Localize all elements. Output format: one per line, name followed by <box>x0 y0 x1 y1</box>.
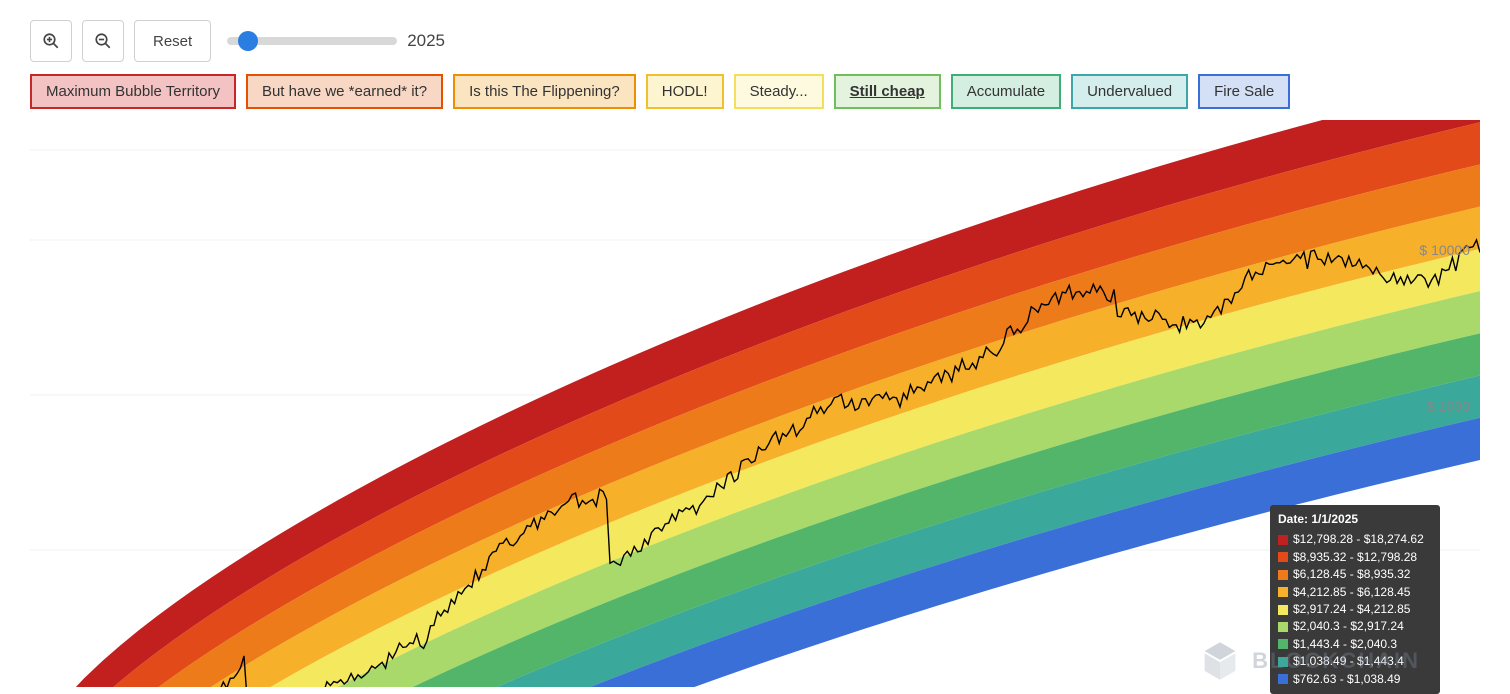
zoom-in-button[interactable] <box>30 20 72 62</box>
legend-item-4[interactable]: Steady... <box>734 74 824 109</box>
tooltip-title: Date: 1/1/2025 <box>1278 511 1432 528</box>
tooltip-row-4: $2,917.24 - $4,212.85 <box>1278 601 1432 618</box>
legend-item-0[interactable]: Maximum Bubble Territory <box>30 74 236 109</box>
tooltip-row-5: $2,040.3 - $2,917.24 <box>1278 618 1432 635</box>
year-slider-thumb[interactable] <box>238 31 258 51</box>
year-slider-wrap: 2025 <box>227 31 445 51</box>
tooltip-row-0: $12,798.28 - $18,274.62 <box>1278 531 1432 548</box>
tooltip-range: $12,798.28 - $18,274.62 <box>1293 531 1424 548</box>
legend-row: Maximum Bubble Territory But have we *ear… <box>0 72 1510 109</box>
tooltip-swatch <box>1278 535 1288 545</box>
legend-item-7[interactable]: Undervalued <box>1071 74 1188 109</box>
toolbar: Reset 2025 <box>0 0 1510 72</box>
watermark-text: BLOCKCHAIN <box>1252 648 1420 674</box>
rainbow-chart[interactable] <box>30 120 1480 687</box>
tooltip-swatch <box>1278 552 1288 562</box>
reset-button[interactable]: Reset <box>134 20 211 62</box>
legend-item-6[interactable]: Accumulate <box>951 74 1061 109</box>
year-slider[interactable] <box>227 37 397 45</box>
tooltip-swatch <box>1278 570 1288 580</box>
y-axis-label: $ 1000 <box>1427 398 1470 414</box>
tooltip-range: $2,917.24 - $4,212.85 <box>1293 601 1410 618</box>
blockchain-logo-icon <box>1198 639 1242 683</box>
tooltip-range: $4,212.85 - $6,128.45 <box>1293 584 1410 601</box>
legend-item-2[interactable]: Is this The Flippening? <box>453 74 636 109</box>
tooltip-range: $8,935.32 - $12,798.28 <box>1293 549 1417 566</box>
tooltip-swatch <box>1278 622 1288 632</box>
zoom-out-button[interactable] <box>82 20 124 62</box>
tooltip-swatch <box>1278 587 1288 597</box>
y-axis-label: $ 10000 <box>1419 242 1470 258</box>
legend-item-1[interactable]: But have we *earned* it? <box>246 74 443 109</box>
tooltip-row-1: $8,935.32 - $12,798.28 <box>1278 549 1432 566</box>
zoom-out-icon <box>94 32 112 50</box>
tooltip-row-3: $4,212.85 - $6,128.45 <box>1278 584 1432 601</box>
tooltip-range: $6,128.45 - $8,935.32 <box>1293 566 1410 583</box>
zoom-in-icon <box>42 32 60 50</box>
chart-area: $ 10000 $ 1000 Date: 1/1/2025 $12,798.28 … <box>30 120 1480 687</box>
legend-item-3[interactable]: HODL! <box>646 74 724 109</box>
watermark: BLOCKCHAIN <box>1198 639 1420 683</box>
legend-item-5[interactable]: Still cheap <box>834 74 941 109</box>
tooltip-row-2: $6,128.45 - $8,935.32 <box>1278 566 1432 583</box>
legend-item-8[interactable]: Fire Sale <box>1198 74 1290 109</box>
year-slider-label: 2025 <box>407 31 445 51</box>
tooltip-swatch <box>1278 605 1288 615</box>
tooltip-range: $2,040.3 - $2,917.24 <box>1293 618 1404 635</box>
